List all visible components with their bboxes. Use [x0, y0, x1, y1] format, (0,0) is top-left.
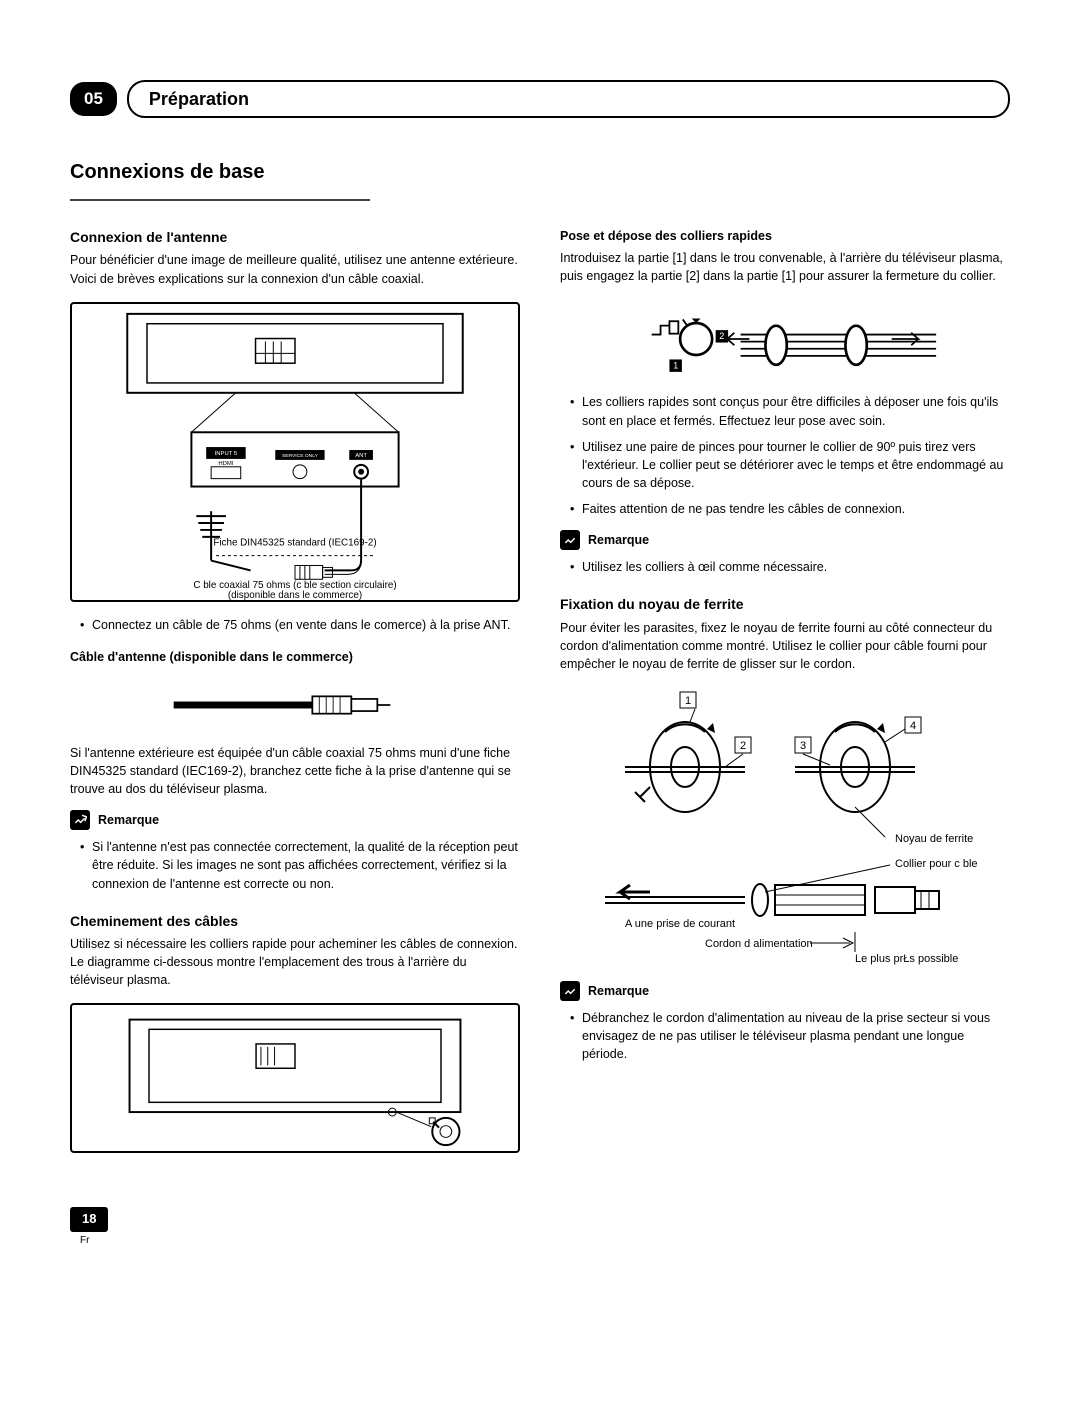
subsection-ferrite-body: Pour éviter les parasites, fixez le noya…	[560, 619, 1010, 673]
ferrite-n3: 3	[800, 740, 806, 752]
lang-code: Fr	[80, 1234, 1010, 1249]
note-bullet-item: Utilisez les colliers à œil comme nécess…	[570, 558, 1010, 576]
label-input5: INPUT 5	[215, 451, 238, 457]
bullet-list-2: Les colliers rapides sont conçus pour êt…	[560, 393, 1010, 518]
collar-label-2: 2	[719, 331, 724, 341]
right-column: Pose et dépose des colliers rapides Intr…	[560, 227, 1010, 1167]
page-footer: 18 Fr	[70, 1207, 1010, 1248]
subsection-antenna-title: Connexion de l'antenne	[70, 227, 520, 247]
label-service: SERVICE ONLY	[282, 453, 319, 459]
section-title: Connexions de base	[70, 158, 1010, 187]
figure-ferrite: 1 2 3 4	[560, 687, 1010, 967]
label-close: Le plus prŁs possible	[855, 953, 958, 965]
section-title-rule	[70, 199, 370, 201]
note-bullets-1: Si l'antenne n'est pas connectée correct…	[70, 838, 520, 892]
ferrite-n2: 2	[740, 740, 746, 752]
bullet-item: Faites attention de ne pas tendre les câ…	[570, 500, 1010, 518]
figure-ferrite-svg: 1 2 3 4	[560, 687, 1010, 967]
figure-antenna-svg: INPUT 5 HDMI SERVICE ONLY ANT	[72, 304, 518, 600]
note-title-1: Remarque	[98, 811, 159, 829]
content-columns: Connexion de l'antenne Pour bénéficier d…	[70, 227, 1010, 1167]
label-hdmi: HDMI	[218, 460, 233, 466]
figure-routing	[70, 1003, 520, 1153]
note-bullets-3: Débranchez le cordon d'alimentation au n…	[560, 1009, 1010, 1063]
note-bullet-item: Débranchez le cordon d'alimentation au n…	[570, 1009, 1010, 1063]
minor-collars-body: Introduisez la partie [1] dans le trou c…	[560, 249, 1010, 285]
subsection-routing-body: Utilisez si nécessaire les colliers rapi…	[70, 935, 520, 989]
subsection-routing-title: Cheminement des câbles	[70, 911, 520, 931]
label-collar: Collier pour c ble	[895, 858, 978, 870]
bullet-item: Utilisez une paire de pinces pour tourne…	[570, 438, 1010, 492]
subsection-antenna-body: Pour bénéficier d'une image de meilleure…	[70, 251, 520, 287]
note-icon	[560, 530, 580, 550]
figure-cable-svg	[165, 685, 425, 725]
left-column: Connexion de l'antenne Pour bénéficier d…	[70, 227, 520, 1167]
label-cord: Cordon d alimentation	[705, 938, 813, 950]
note-header-2: Remarque	[560, 530, 1010, 550]
note-header-1: Remarque	[70, 810, 520, 830]
label-outlet: A une prise de courant	[625, 918, 735, 930]
figure-routing-svg	[72, 1005, 518, 1151]
label-avail: (disponible dans le commerce)	[228, 590, 362, 600]
figure-collars: 2 1	[560, 299, 1010, 379]
subsection-ferrite-title: Fixation du noyau de ferrite	[560, 594, 1010, 614]
figure-cable	[70, 680, 520, 730]
minor-cable-title: Câble d'antenne (disponible dans le comm…	[70, 648, 520, 666]
chapter-header: 05 Préparation	[70, 80, 1010, 118]
minor-cable-body: Si l'antenne extérieure est équipée d'un…	[70, 744, 520, 798]
note-header-3: Remarque	[560, 981, 1010, 1001]
label-ant: ANT	[355, 453, 367, 459]
label-ferrite: Noyau de ferrite	[895, 833, 973, 845]
page-number: 18	[70, 1207, 108, 1232]
note-icon	[560, 981, 580, 1001]
note-title-3: Remarque	[588, 982, 649, 1000]
figure-antenna: INPUT 5 HDMI SERVICE ONLY ANT	[70, 302, 520, 602]
note-bullets-2: Utilisez les colliers à œil comme nécess…	[560, 558, 1010, 576]
chapter-title-pill: Préparation	[127, 80, 1010, 118]
bullet-item: Connectez un câble de 75 ohms (en vente …	[80, 616, 520, 634]
ferrite-n1: 1	[685, 695, 691, 707]
bullet-item: Les colliers rapides sont conçus pour êt…	[570, 393, 1010, 429]
ferrite-n4: 4	[910, 720, 916, 732]
note-title-2: Remarque	[588, 531, 649, 549]
minor-collars-title: Pose et dépose des colliers rapides	[560, 227, 1010, 245]
bullet-list-1: Connectez un câble de 75 ohms (en vente …	[70, 616, 520, 634]
chapter-number: 05	[70, 82, 117, 117]
label-din: Fiche DIN45325 standard (IEC169-2)	[213, 537, 376, 548]
figure-collars-svg: 2 1	[560, 299, 1010, 379]
note-bullet-item: Si l'antenne n'est pas connectée correct…	[80, 838, 520, 892]
note-icon	[70, 810, 90, 830]
collar-label-1: 1	[673, 361, 678, 371]
chapter-title: Préparation	[149, 86, 988, 112]
